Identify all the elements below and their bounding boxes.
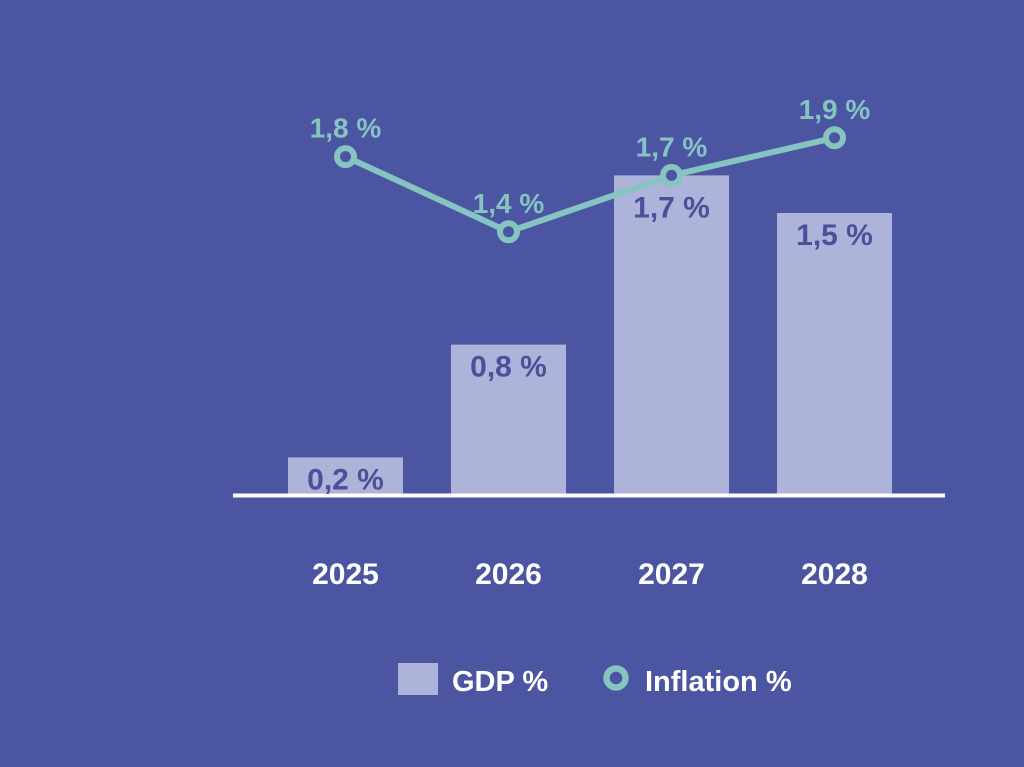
marker-2028 <box>823 126 846 150</box>
inflation-value-label-2027: 1,7 % <box>636 131 708 162</box>
x-axis-label-2027: 2027 <box>638 558 705 591</box>
gdp-value-label-2025: 0,2 % <box>307 463 384 496</box>
bar-2028 <box>777 213 892 495</box>
gdp-value-label-2026: 0,8 % <box>470 351 547 384</box>
gdp-value-label-2027: 1,7 % <box>633 191 710 224</box>
marker-2027 <box>660 163 683 187</box>
bar-2026 <box>451 344 566 495</box>
inflation-value-label-2028: 1,9 % <box>799 94 871 125</box>
inflation-value-label-2025: 1,8 % <box>310 113 382 144</box>
inflation-line <box>342 134 838 236</box>
legend-inflation-marker-icon <box>603 665 629 691</box>
x-axis-label-2025: 2025 <box>312 558 379 591</box>
legend-gdp-swatch <box>398 663 438 695</box>
marker-2026 <box>497 220 520 244</box>
legend-gdp-label: GDP % <box>452 666 548 698</box>
x-axis-label-2028: 2028 <box>801 558 868 591</box>
marker-2025 <box>334 145 357 169</box>
inflation-value-label-2026: 1,4 % <box>473 188 545 219</box>
gdp-value-label-2028: 1,5 % <box>796 219 873 252</box>
x-axis-label-2026: 2026 <box>475 558 542 591</box>
bar-2027 <box>614 175 729 495</box>
bar-2025 <box>288 457 403 495</box>
legend-inflation-label: Inflation % <box>645 666 792 698</box>
